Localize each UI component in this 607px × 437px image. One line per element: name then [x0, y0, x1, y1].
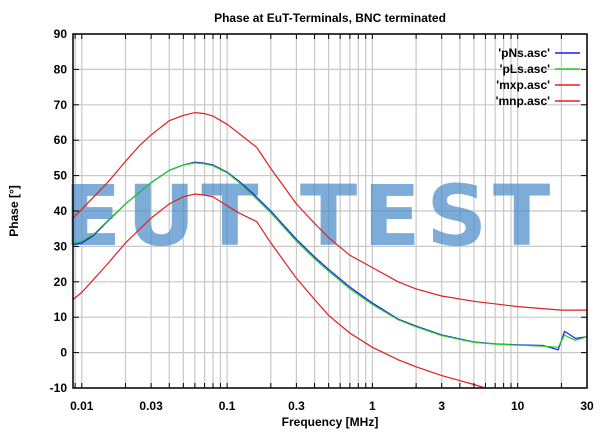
y-tick-label: 60: [54, 133, 68, 147]
x-tick-label: 3: [438, 399, 445, 413]
x-tick-label: 0.1: [219, 399, 236, 413]
x-tick-label: 0.01: [70, 399, 94, 413]
y-tick-label: 70: [54, 98, 68, 112]
x-tick-label: 10: [511, 399, 525, 413]
y-axis-label: Phase [°]: [7, 185, 21, 236]
series-line-1: [72, 162, 588, 348]
grid: [73, 33, 588, 389]
legend-label: 'mxp.asc': [496, 78, 550, 92]
x-tick-label: 0.03: [139, 399, 163, 413]
x-tick-label: 30: [580, 399, 594, 413]
watermark: EUT TEST: [64, 167, 557, 265]
series-line-3: [72, 193, 486, 389]
y-tick-label: 80: [54, 62, 68, 76]
y-tick-label: 10: [54, 310, 68, 324]
series-lines: [72, 111, 588, 389]
series-line-2: [72, 111, 587, 311]
chart-title: Phase at EuT-Terminals, BNC terminated: [214, 11, 446, 25]
y-tick-label: 20: [54, 275, 68, 289]
legend-label: 'mnp.asc': [496, 94, 551, 108]
legend-label: 'pNs.asc': [498, 46, 550, 60]
x-tick-label: 1: [369, 399, 376, 413]
x-tick-label: 0.3: [288, 399, 305, 413]
y-tick-label: 40: [54, 204, 68, 218]
y-tick-label: 50: [54, 169, 68, 183]
axis-ticks: -10 0 10 20 30 40 50 60 70 80 90 0.01 0.03 0.1 0.3 1 3 10…: [50, 27, 594, 413]
y-tick-label: 0: [60, 346, 67, 360]
y-tick-label: 30: [54, 239, 68, 253]
legend: 'pNs.asc' 'pLs.asc' 'mxp.asc' 'mnp.asc': [496, 46, 580, 108]
legend-label: 'pLs.asc': [500, 62, 551, 76]
y-tick-label: 90: [54, 27, 68, 41]
y-tick-label: -10: [50, 381, 68, 395]
x-axis-label: Frequency [MHz]: [282, 415, 379, 429]
